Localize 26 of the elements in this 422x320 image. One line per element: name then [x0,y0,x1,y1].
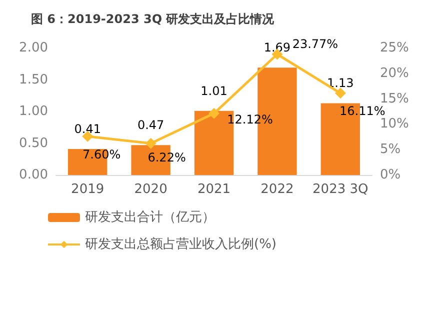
y2-tick-label: 10% [380,116,409,132]
x-tick-label: 2023 3Q [312,182,368,197]
x-tick-label: 2022 [260,182,294,197]
data-label: 0.41 [74,122,101,136]
chart-title: 图 6：2019-2023 3Q 研发支出及占比情况 [31,12,276,26]
point [145,138,156,149]
y2-tick-label: 25% [380,40,409,56]
y-tick-label: 1.00 [19,104,48,119]
y-tick-label: 0.00 [19,168,48,182]
point [208,108,220,119]
legend-label: 研发支出总额占营业收入比例(%) [85,237,276,252]
y-tick-label: 2.00 [19,40,48,56]
point [334,88,346,99]
y2-tick-label: 5% [380,142,401,158]
y2-tick-label: 20% [380,66,409,81]
y-tick-label: 1.50 [19,72,48,88]
x-tick-label: 2021 [197,182,231,197]
legend-label: 研发支出合计（亿元） [85,210,215,225]
data-label: 23.77% [292,37,338,52]
y2-tick-label: 15% [380,91,409,106]
y2-tick-label: 0% [380,168,401,182]
x-tick-label: 2020 [134,182,168,197]
data-label: 1.01 [200,84,228,98]
data-label: 0.47 [137,118,164,132]
y-tick-label: 0.50 [19,136,48,151]
x-tick-label: 2019 [71,182,104,197]
